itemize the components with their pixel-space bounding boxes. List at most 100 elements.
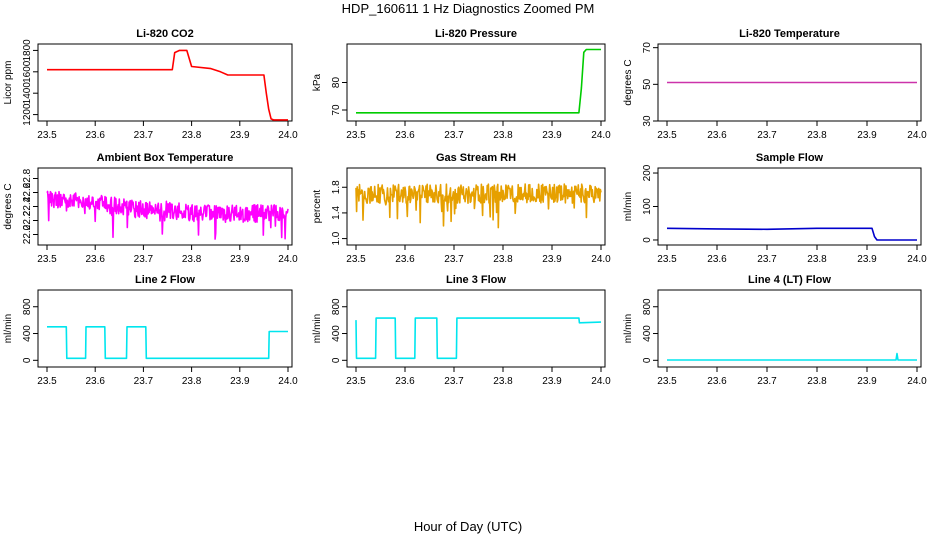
panel-7-x-tick-label: 23.6 [85,376,105,387]
panel-4-x-tick-label: 24.0 [278,254,298,265]
panel-6-y-label: ml/min [623,192,634,221]
panel-4-y-tick-label: 22.2 [22,210,33,230]
panel-5-x-tick-label: 23.8 [493,254,513,265]
panel-4-y-tick-label: 22.0 [22,224,33,244]
panel-9-x-tick-label: 23.5 [657,376,677,387]
panel-6-y-tick-label: 200 [642,164,653,181]
panel-8-x-tick-label: 23.7 [444,376,464,387]
panel-8-frame [346,289,606,368]
panel-1-x-tick-label: 23.6 [85,130,105,141]
panel-4-x-tick-label: 23.6 [85,254,105,265]
panel-8-series-line [355,317,602,360]
panel-5-y-label: percent [312,190,323,224]
panel-4-x-tick-label: 23.8 [182,254,202,265]
panel-2-y-tick-label: 80 [331,77,342,89]
panel-8-x-tick-label: 24.0 [591,376,611,387]
panel-9-x-tick-label: 24.0 [907,376,927,387]
panel-6-x-tick-label: 23.9 [857,254,877,265]
figure-x-axis-label: Hour of Day (UTC) [413,519,523,534]
panel-7-x-tick-label: 24.0 [278,376,298,387]
panel-2-x-tick-label: 23.7 [444,130,464,141]
panel-5-series-line [355,183,602,229]
panel-7-title: Line 2 Flow [135,274,195,286]
panel-3-title: Li-820 Temperature [739,28,840,40]
panel-5-frame [346,167,606,246]
panel-3-y-tick-label: 70 [642,42,653,54]
panel-2-y-tick-label: 70 [331,104,342,116]
panel-7-frame [37,289,293,368]
panel-2-series-line [356,48,601,114]
panel-8-y-tick-label: 0 [331,357,342,363]
panel-1-series-line [47,49,288,121]
panel-4-y-tick-label: 22.8 [22,168,33,188]
panel-2-x-tick-label: 23.5 [346,130,366,141]
panel-9-y-tick-label: 400 [642,325,653,342]
panel-1-y-tick-label: 1400 [22,82,33,105]
panel-6-y-tick-label: 0 [642,237,653,243]
panel-1-x-tick-label: 23.8 [182,130,202,141]
panel-3-x-tick-label: 24.0 [907,130,927,141]
panel-2-x-tick-label: 24.0 [591,130,611,141]
panel-9-x-tick-label: 23.9 [857,376,877,387]
panel-9-y-tick-label: 0 [642,357,653,363]
panel-2-title: Li-820 Pressure [435,28,517,40]
panel-4-x-tick-label: 23.5 [37,254,57,265]
panel-5-y-tick-label: 1.4 [331,206,342,220]
panel-9-x-tick-label: 23.6 [707,376,727,387]
panel-5-x-tick-label: 23.5 [346,254,366,265]
panel-8-x-tick-label: 23.8 [493,376,513,387]
panel-2-y-label: kPa [312,73,323,91]
panel-3-y-tick-label: 30 [642,115,653,127]
panel-7-y-tick-label: 0 [22,357,33,363]
panel-1-y-label: Licor ppm [3,61,14,105]
panel-5-title: Gas Stream RH [436,152,516,164]
panel-2-x-tick-label: 23.8 [493,130,513,141]
panel-7-y-tick-label: 800 [22,298,33,315]
panel-7-y-label: ml/min [3,314,14,343]
panel-6-series-line [666,227,917,241]
panel-4-y-tick-label: 22.6 [22,182,33,202]
panel-3-x-tick-label: 23.6 [707,130,727,141]
panel-8-y-tick-label: 800 [331,298,342,315]
panel-5-x-tick-label: 23.9 [542,254,562,265]
panel-3-x-tick-label: 23.8 [807,130,827,141]
panel-9-y-tick-label: 800 [642,298,653,315]
panel-9-x-tick-label: 23.7 [757,376,777,387]
panel-1-y-tick-label: 1800 [22,39,33,62]
panel-1-frame [37,43,293,122]
panel-8-x-tick-label: 23.9 [542,376,562,387]
panel-1-y-tick-label: 1600 [22,60,33,83]
panel-7-x-tick-label: 23.5 [37,376,57,387]
panel-9-series-line [667,352,917,361]
panel-6-y-tick-label: 100 [642,198,653,215]
panel-7-x-tick-label: 23.8 [182,376,202,387]
panel-4-series-line [46,190,289,240]
panel-6-x-tick-label: 23.6 [707,254,727,265]
panel-5-x-tick-label: 24.0 [591,254,611,265]
panel-8-x-tick-label: 23.6 [395,376,415,387]
panel-1-y-tick-label: 1200 [22,103,33,126]
panel-2-frame [346,43,606,122]
panel-8-y-tick-label: 400 [331,325,342,342]
panel-6-frame [657,167,922,246]
panel-1-x-tick-label: 23.5 [37,130,57,141]
panel-7-x-tick-label: 23.7 [134,376,154,387]
panel-3-frame [657,43,922,122]
panel-2-x-tick-label: 23.6 [395,130,415,141]
figure-title: HDP_160611 1 Hz Diagnostics Zoomed PM [341,1,595,16]
panel-1-x-tick-label: 24.0 [278,130,298,141]
panel-6-x-tick-label: 23.5 [657,254,677,265]
panel-8-x-tick-label: 23.5 [346,376,366,387]
panel-2-x-tick-label: 23.9 [542,130,562,141]
panel-4-x-tick-label: 23.9 [230,254,250,265]
panel-3-x-tick-label: 23.5 [657,130,677,141]
panel-1-title: Li-820 CO2 [136,28,193,40]
panel-7-x-tick-label: 23.9 [230,376,250,387]
panel-3-x-tick-label: 23.7 [757,130,777,141]
panel-9-title: Line 4 (LT) Flow [748,274,831,286]
panel-3-x-tick-label: 23.9 [857,130,877,141]
panel-7-series-line [47,325,288,360]
panel-6-x-tick-label: 23.8 [807,254,827,265]
panel-5-y-tick-label: 1.8 [331,180,342,194]
panel-6-x-tick-label: 23.7 [757,254,777,265]
